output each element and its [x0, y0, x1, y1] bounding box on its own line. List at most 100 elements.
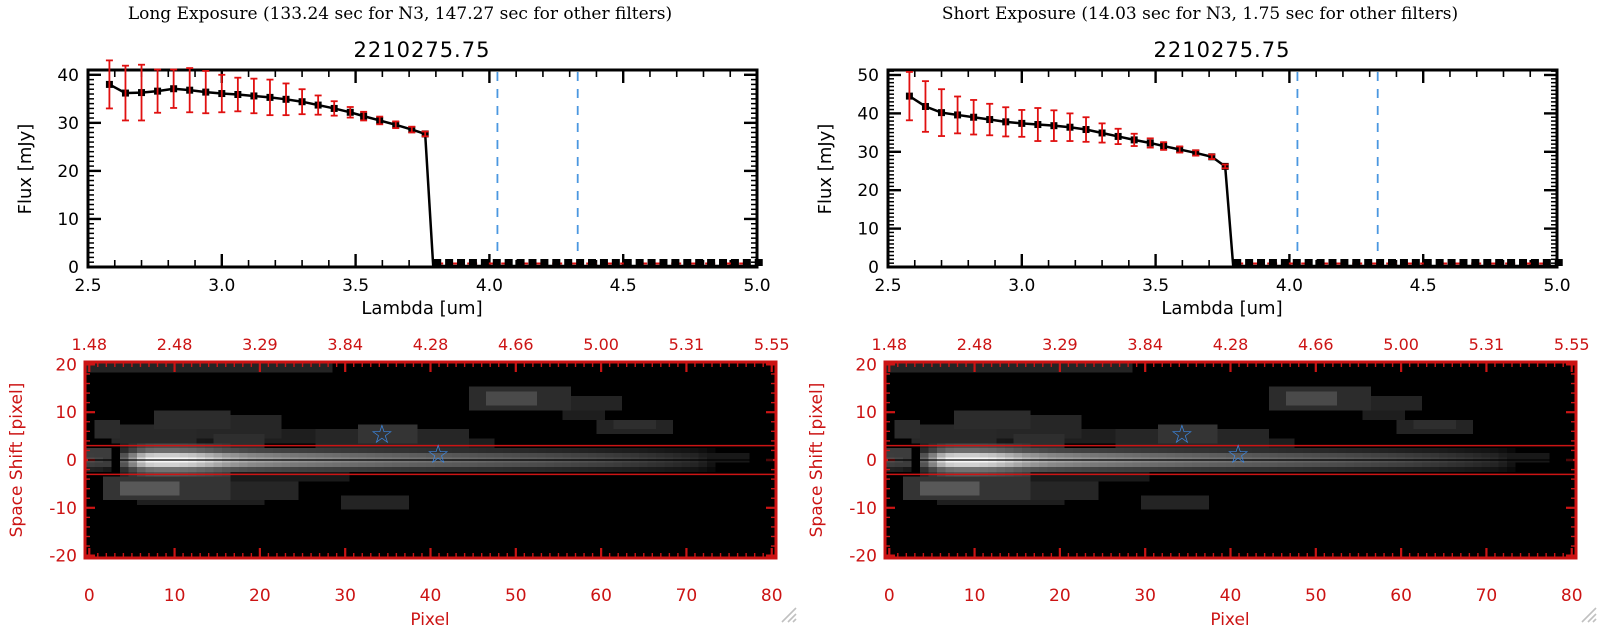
zero-data-point: [1459, 259, 1468, 266]
x-tick-label: 2.5: [874, 276, 901, 296]
pixel-tick-label: 30: [1134, 586, 1156, 606]
zero-data-point: [695, 259, 704, 266]
y-tick-label: 10: [57, 210, 79, 230]
zero-data-point: [492, 259, 501, 266]
zero-data-point: [540, 259, 549, 266]
x-tick-label: 4.0: [476, 276, 503, 296]
shift-tick-label: -10: [849, 499, 877, 519]
x-tick-label: 4.0: [1276, 276, 1303, 296]
zero-data-point: [1435, 259, 1444, 266]
star-marker: ☆: [1227, 440, 1250, 470]
shift-tick-label: 0: [66, 451, 77, 471]
zero-data-point: [730, 259, 739, 266]
zero-data-point: [647, 259, 656, 266]
pixel-tick-label: 80: [761, 586, 783, 606]
pixel-tick-label: 40: [420, 586, 442, 606]
window-title-long: Long Exposure (133.24 sec for N3, 147.27…: [127, 4, 673, 24]
y-tick-label: 10: [857, 220, 879, 240]
window-short-exposure: Short Exposure (14.03 sec for N3, 1.75 s…: [800, 0, 1600, 630]
spectrum-yaxis-label: Flux [mJy]: [815, 124, 836, 215]
grip-line: [792, 618, 797, 623]
y-tick-label: 20: [57, 162, 79, 182]
zero-data-point: [611, 259, 620, 266]
zero-data-point: [659, 259, 668, 266]
pixel-tick-label: 70: [676, 586, 698, 606]
zero-data-point: [1268, 259, 1277, 266]
wavelength-label: 2.48: [957, 335, 993, 354]
zero-data-point: [707, 259, 716, 266]
pixel-tick-label: 60: [590, 586, 612, 606]
spectrum-title: 2210275.75: [354, 38, 491, 62]
pixel-tick-label: 70: [1476, 586, 1498, 606]
pixel-tick-label: 80: [1561, 586, 1583, 606]
zero-data-point: [1233, 259, 1242, 266]
window-title-short: Short Exposure (14.03 sec for N3, 1.75 s…: [941, 4, 1459, 24]
zero-data-point: [445, 259, 454, 266]
image-yaxis-label: Space Shift [pixel]: [7, 383, 27, 538]
grip-line: [787, 613, 797, 623]
y-tick-label: 40: [57, 66, 79, 86]
zero-data-point: [1483, 259, 1492, 266]
zero-data-point: [480, 259, 489, 266]
shift-tick-label: 20: [855, 355, 877, 375]
shift-tick-label: 10: [855, 403, 877, 423]
zero-data-point: [1495, 259, 1504, 266]
shift-tick-label: 0: [866, 451, 877, 471]
spatial-image-axes: 1.48 2.48 3.29 3.84 4.28 4.66 5.00 5.31 5.55 0 10 2…: [49, 335, 789, 606]
star-marker: ☆: [427, 440, 450, 470]
zero-data-point: [1340, 259, 1349, 266]
zero-data-point: [528, 259, 537, 266]
spectrum-frame: [886, 68, 1559, 269]
shift-tick-label: -10: [49, 499, 77, 519]
zero-data-point: [599, 259, 608, 266]
shift-tick-label: -20: [849, 547, 877, 567]
star-marker: ☆: [370, 420, 393, 450]
zero-data-point: [468, 259, 477, 266]
spectrum-xaxis-label: Lambda [um]: [1161, 298, 1282, 319]
grip-line: [781, 607, 797, 623]
y-tick-label: 30: [857, 143, 879, 163]
pixel-tick-label: 40: [1220, 586, 1242, 606]
spectrum-frame: [86, 68, 759, 269]
window-resize-grip[interactable]: [781, 607, 797, 623]
zero-data-point: [1376, 259, 1385, 266]
zero-data-point: [457, 259, 466, 266]
window-resize-grip[interactable]: [1581, 607, 1597, 623]
wavelength-label: 4.66: [498, 335, 534, 354]
zero-data-point: [564, 259, 573, 266]
star-marker: ☆: [1170, 420, 1193, 450]
wavelength-label: 5.55: [1554, 335, 1590, 354]
zero-data-point: [576, 259, 585, 266]
zero-data-point: [719, 259, 728, 266]
spectrum-title: 2210275.75: [1154, 38, 1291, 62]
spatial-image-axes: 1.48 2.48 3.29 3.84 4.28 4.66 5.00 5.31 5.55 0 10 2…: [849, 335, 1589, 606]
x-tick-label: 4.5: [610, 276, 637, 296]
pixel-tick-label: 10: [164, 586, 186, 606]
zero-data-point: [504, 259, 513, 266]
zero-data-point: [1316, 259, 1325, 266]
zero-data-point: [433, 259, 442, 266]
zero-data-point: [1507, 259, 1516, 266]
y-tick-label: 0: [68, 258, 79, 278]
zero-data-point: [1471, 259, 1480, 266]
wavelength-label: 5.31: [1469, 335, 1505, 354]
zero-data-point: [1388, 259, 1397, 266]
y-tick-label: 0: [868, 258, 879, 278]
x-tick-label: 3.5: [342, 276, 369, 296]
zero-data-point: [623, 259, 632, 266]
zero-data-point: [1364, 259, 1373, 266]
zero-data-point: [754, 259, 763, 266]
zero-data-point: [1292, 259, 1301, 266]
image-xaxis-label: Pixel: [1210, 610, 1249, 630]
pixel-tick-label: 30: [334, 586, 356, 606]
pixel-tick-label: 10: [964, 586, 986, 606]
zero-data-point: [1519, 259, 1528, 266]
spectrum-xaxis-label: Lambda [um]: [361, 298, 482, 319]
spectrum-plot: 2.5 3.0 3.5 4.0 4.5 5.0 0 10 20 30 40 50: [857, 66, 1570, 296]
zero-data-point: [1352, 259, 1361, 266]
wavelength-label: 3.29: [1042, 335, 1078, 354]
zero-data-point: [1328, 259, 1337, 266]
wavelength-label: 2.48: [157, 335, 193, 354]
wavelength-label: 3.84: [1127, 335, 1163, 354]
